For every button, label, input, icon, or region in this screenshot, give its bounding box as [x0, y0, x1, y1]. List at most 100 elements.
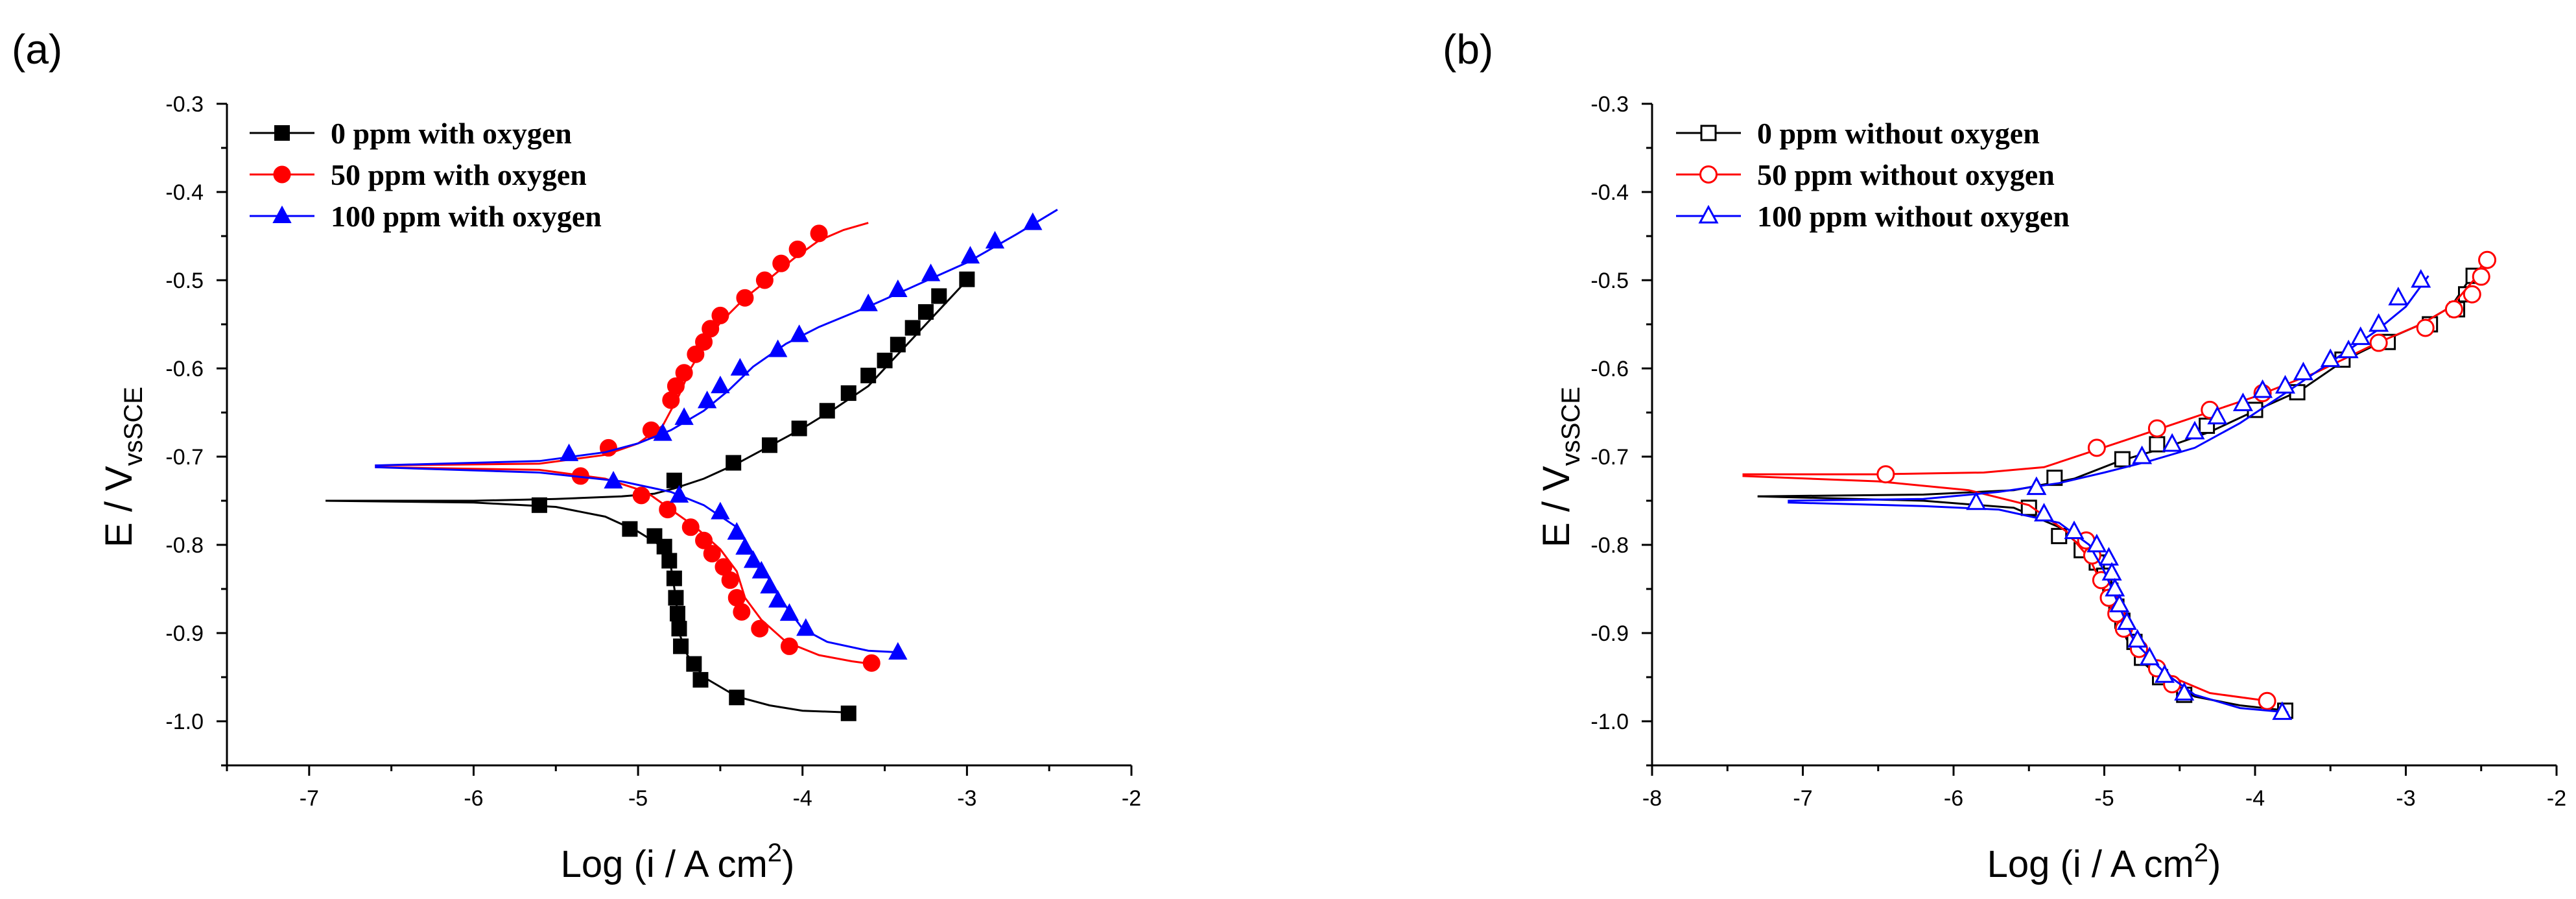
data-point	[2116, 611, 2137, 630]
data-point	[2258, 691, 2276, 710]
data-point	[2444, 300, 2463, 318]
data-point	[772, 254, 790, 272]
x-axis-title: Log (i / A cm2)	[1987, 839, 2221, 885]
data-point	[2472, 267, 2490, 286]
x-tick-label: -5	[628, 786, 648, 811]
legend-label: 100 ppm without oxygen	[1757, 200, 2070, 233]
legend-entry: 0 ppm without oxygen	[1676, 117, 2040, 150]
data-point	[2369, 313, 2389, 332]
data-point	[730, 357, 750, 376]
x-tick-label: -7	[1793, 786, 1812, 811]
y-tick-label: -0.5	[1590, 269, 1629, 293]
data-point	[2051, 527, 2068, 544]
data-point	[687, 345, 705, 363]
legend-marker	[1698, 204, 1719, 224]
y-tick-label: -0.4	[1590, 180, 1629, 205]
cathodic-branch-line	[1757, 495, 2289, 712]
y-axis-title: E / VvsSCE	[98, 387, 148, 547]
data-point	[2026, 476, 2047, 496]
data-point	[2105, 577, 2125, 597]
anodic-branch-line	[375, 208, 1058, 467]
data-point	[2086, 533, 2107, 553]
x-tick-label: -6	[1944, 786, 1963, 811]
data-point	[921, 263, 941, 282]
data-point	[729, 689, 745, 706]
data-point	[669, 485, 689, 503]
data-point	[736, 289, 754, 307]
data-point	[2350, 326, 2371, 345]
data-point	[2416, 318, 2435, 337]
data-point	[2463, 285, 2481, 304]
data-point	[2478, 250, 2497, 269]
data-point	[890, 337, 906, 353]
data-point	[735, 536, 755, 555]
series-3	[1788, 269, 2431, 720]
data-point	[668, 590, 684, 606]
data-point	[819, 403, 835, 419]
data-point	[559, 443, 579, 461]
data-point	[667, 377, 685, 395]
panel-label: (b)	[1443, 26, 1493, 73]
legend-entry: 50 ppm without oxygen	[1676, 158, 2055, 191]
y-tick-label: -0.7	[1590, 445, 1629, 470]
data-point	[721, 571, 739, 589]
data-point	[2149, 436, 2166, 453]
data-point	[904, 320, 921, 336]
data-point	[796, 618, 816, 636]
data-point	[2184, 420, 2205, 440]
data-point	[791, 420, 807, 437]
data-point	[2127, 629, 2148, 648]
data-point	[681, 518, 700, 536]
data-point	[2411, 269, 2431, 288]
legend-label: 0 ppm with oxygen	[331, 117, 572, 150]
legend-marker	[1699, 165, 1718, 184]
data-point	[702, 320, 720, 338]
legend-label: 100 ppm with oxygen	[331, 200, 602, 233]
data-point	[661, 553, 678, 569]
data-point	[2369, 333, 2388, 352]
data-point	[733, 603, 751, 621]
data-point	[2320, 348, 2341, 367]
y-tick-label: -0.8	[165, 533, 204, 558]
series-1	[1757, 267, 2482, 719]
data-point	[743, 550, 763, 568]
series-1	[325, 271, 975, 721]
data-point	[931, 288, 947, 304]
data-point	[727, 521, 746, 540]
data-point	[960, 246, 980, 264]
data-point	[2101, 562, 2122, 581]
data-point	[2174, 682, 2195, 701]
data-point	[2046, 470, 2063, 486]
data-point	[810, 224, 828, 243]
x-tick-label: -3	[957, 786, 976, 811]
data-point	[531, 497, 547, 513]
data-point	[656, 538, 672, 555]
x-tick-label: -4	[793, 786, 812, 811]
legend-marker	[272, 205, 292, 223]
data-point	[917, 304, 934, 320]
data-point	[780, 637, 798, 655]
data-point	[2109, 593, 2130, 612]
data-point	[2388, 287, 2409, 306]
data-point	[2087, 438, 2106, 457]
y-tick-label: -0.9	[1590, 621, 1629, 646]
data-point	[840, 385, 857, 402]
data-point	[2114, 451, 2131, 468]
data-point	[692, 672, 709, 688]
data-point	[888, 641, 908, 660]
data-point	[959, 271, 975, 287]
x-tick-label: -7	[300, 786, 319, 811]
data-point	[686, 656, 702, 672]
y-tick-label: -0.8	[1590, 533, 1629, 558]
data-point	[666, 472, 682, 488]
x-tick-label: -3	[2396, 786, 2415, 811]
data-point	[2064, 520, 2085, 540]
x-tick-label: -2	[1122, 786, 1141, 811]
data-point	[789, 324, 809, 342]
x-tick-label: -2	[2547, 786, 2566, 811]
panel-label: (a)	[12, 26, 62, 73]
data-point	[604, 470, 623, 489]
y-tick-label: -0.3	[1590, 92, 1629, 117]
data-point	[711, 501, 730, 520]
x-tick-label: -8	[1642, 786, 1662, 811]
